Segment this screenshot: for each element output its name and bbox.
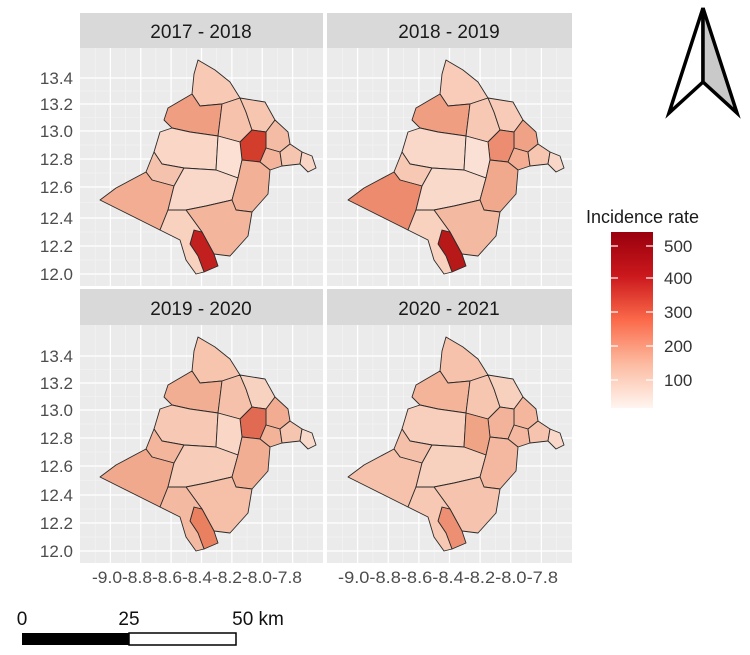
y-axis-tick-label: 12.2 bbox=[40, 514, 73, 533]
scale-bar: 0 25 50 km bbox=[17, 609, 284, 646]
y-axis-ticks-top: 13.4 13.2 13.0 12.8 12.6 12.4 12.2 12.0 bbox=[40, 69, 73, 284]
y-axis-tick-label: 12.8 bbox=[40, 150, 73, 169]
district-ec bbox=[259, 424, 283, 448]
scale-label-0: 0 bbox=[17, 609, 28, 630]
district-tail bbox=[547, 151, 565, 173]
legend: Incidence rate 500 400 300 200 100 bbox=[586, 207, 699, 408]
legend-tick-label: 300 bbox=[664, 303, 692, 322]
district-ssw bbox=[407, 486, 453, 552]
district-ssw bbox=[407, 209, 453, 275]
district-west bbox=[401, 404, 467, 448]
district-tail bbox=[299, 428, 317, 450]
panel-strip bbox=[327, 13, 572, 48]
panel-title: 2017 - 2018 bbox=[150, 22, 251, 43]
panel-strip bbox=[80, 289, 323, 325]
y-axis-tick-label: 12.2 bbox=[40, 237, 73, 256]
district-west bbox=[153, 404, 219, 448]
panel-title: 2020 - 2021 bbox=[398, 299, 499, 320]
panel-title: 2018 - 2019 bbox=[398, 22, 499, 43]
panel-strip bbox=[327, 289, 572, 325]
legend-tick-label: 200 bbox=[664, 337, 692, 356]
scale-bar-white-segment bbox=[128, 632, 237, 646]
district-ssw bbox=[159, 209, 205, 275]
panel-title: 2019 - 2020 bbox=[150, 299, 251, 320]
legend-colorbar bbox=[611, 232, 653, 408]
y-axis-tick-label: 12.0 bbox=[40, 265, 73, 284]
legend-tick-label: 500 bbox=[664, 237, 692, 256]
y-axis-tick-label: 13.0 bbox=[40, 401, 73, 420]
y-axis-tick-label: 13.4 bbox=[40, 347, 73, 366]
district-west bbox=[153, 127, 219, 171]
y-axis-tick-label: 12.4 bbox=[40, 209, 73, 228]
y-axis-tick-label: 13.2 bbox=[40, 374, 73, 393]
scale-bar-black-segment bbox=[22, 633, 129, 645]
map-layer bbox=[99, 59, 565, 552]
scale-label-50: 50 km bbox=[232, 609, 284, 630]
legend-tick-label: 400 bbox=[664, 269, 692, 288]
panel-strip bbox=[80, 13, 323, 48]
y-axis-tick-label: 12.6 bbox=[40, 178, 73, 197]
region-map-2017-2018 bbox=[99, 59, 317, 275]
district-ec bbox=[259, 147, 283, 171]
district-west bbox=[401, 127, 467, 171]
y-axis-tick-label: 13.0 bbox=[40, 122, 73, 141]
north-arrow-icon bbox=[665, 7, 741, 119]
y-axis-ticks-bottom: 13.4 13.2 13.0 12.8 12.6 12.4 12.2 12.0 bbox=[40, 347, 73, 561]
region-map-2018-2019 bbox=[347, 59, 565, 275]
y-axis-tick-label: 12.8 bbox=[40, 429, 73, 448]
y-axis-tick-label: 12.0 bbox=[40, 542, 73, 561]
region-map-2020-2021 bbox=[347, 336, 565, 552]
district-ec bbox=[507, 147, 531, 171]
legend-ticks: 500 400 300 200 100 bbox=[611, 237, 692, 390]
region-map-2019-2020 bbox=[99, 336, 317, 552]
district-ssw bbox=[159, 486, 205, 552]
x-axis-ticks: -9.0-8.8-8.6-8.4-8.2-8.0-7.8 -9.0-8.8-8.… bbox=[92, 568, 558, 587]
district-ec bbox=[507, 424, 531, 448]
y-axis-tick-label: 13.2 bbox=[40, 95, 73, 114]
y-axis-tick-label: 12.4 bbox=[40, 486, 73, 505]
district-tail bbox=[299, 151, 317, 173]
y-axis-tick-label: 12.6 bbox=[40, 457, 73, 476]
x-axis-tick-row-right: -9.0-8.8-8.6-8.4-8.2-8.0-7.8 bbox=[338, 568, 558, 587]
legend-title: Incidence rate bbox=[586, 207, 699, 227]
scale-label-25: 25 bbox=[118, 609, 139, 630]
legend-tick-label: 100 bbox=[664, 371, 692, 390]
x-axis-tick-row-left: -9.0-8.8-8.6-8.4-8.2-8.0-7.8 bbox=[92, 568, 302, 587]
district-tail bbox=[547, 428, 565, 450]
y-axis-tick-label: 13.4 bbox=[40, 69, 73, 88]
